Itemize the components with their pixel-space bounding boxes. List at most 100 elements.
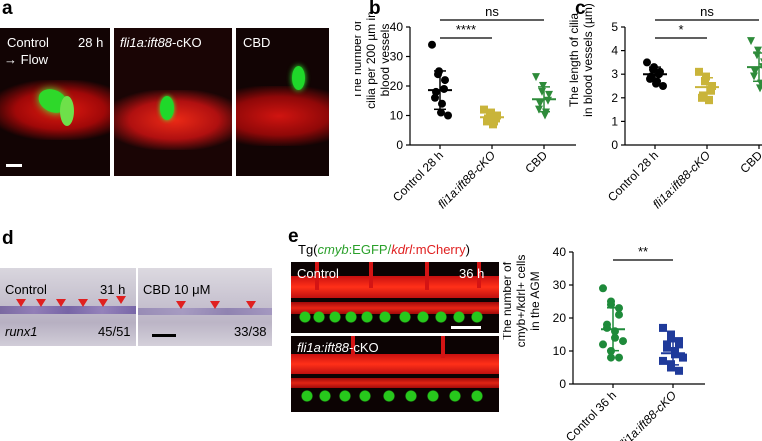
data-point	[539, 82, 547, 90]
data-point	[659, 82, 667, 90]
category-label: CBD	[737, 148, 762, 176]
data-point	[615, 353, 623, 362]
y-tick-label: 10	[390, 109, 404, 123]
data-point	[599, 284, 607, 293]
data-point	[751, 67, 759, 76]
y-tick-label: 2	[611, 91, 618, 105]
image-caption: Control	[5, 282, 47, 297]
chart-c: 0 1 2 3 4 5 The length of ciliain blood vessel…	[567, 3, 762, 211]
data-point	[698, 93, 706, 102]
panel-label-a: a	[2, 0, 13, 19]
y-axis-label-line: The length of cilia	[567, 13, 581, 107]
micrograph-cbd: CBD	[236, 28, 329, 176]
transgenic-title: Tg(cmyb:EGFP/kdrl:mCherry)	[298, 242, 470, 257]
flow-label: → Flow	[4, 52, 48, 67]
data-point	[659, 323, 667, 332]
y-axis-label: The number ofcilia per 200 µm inblood ve…	[355, 11, 392, 109]
data-point	[659, 356, 667, 365]
data-point	[603, 323, 611, 332]
gene-label: runx1	[5, 324, 38, 339]
y-tick-label: 0	[611, 138, 618, 152]
in-situ-control: Control 31 h runx1 45/51	[0, 268, 136, 346]
y-tick-label: 40	[390, 20, 404, 34]
in-situ-cbd: CBD 10 μM 33/38	[138, 268, 272, 346]
data-point	[538, 87, 546, 96]
data-point	[607, 300, 615, 309]
data-point	[607, 353, 615, 362]
flow-text: Flow	[20, 52, 49, 67]
image-caption: Control	[7, 35, 49, 50]
data-point	[535, 105, 543, 114]
data-point	[754, 46, 762, 55]
data-point	[440, 84, 448, 93]
data-point	[701, 77, 709, 86]
data-point	[667, 363, 675, 372]
y-tick-label: 20	[553, 311, 567, 325]
y-axis-label-line: in the AGM	[528, 271, 542, 330]
y-axis-label: The number ofcmyb+/kdrl+ cellsin the AGM	[503, 255, 542, 348]
data-point	[705, 96, 713, 105]
data-point	[437, 108, 445, 117]
data-point	[611, 333, 619, 342]
image-caption: fli1a:ift88-cKO	[297, 340, 379, 355]
micrograph-control-28h: Control 28 h → Flow	[0, 28, 110, 176]
data-point	[695, 67, 703, 76]
time-label: 28 h	[78, 35, 104, 50]
data-point	[431, 93, 439, 102]
count-label: 45/51	[98, 324, 131, 339]
data-point	[444, 111, 452, 120]
data-point	[675, 340, 683, 349]
micrograph-ift88-cko: fli1a:ift88-cKO	[114, 28, 232, 176]
y-tick-label: 3	[611, 67, 618, 81]
data-point	[536, 99, 544, 108]
data-point	[750, 72, 758, 81]
y-tick-label: 1	[611, 114, 618, 128]
data-point	[532, 73, 540, 82]
image-caption: CBD	[243, 35, 271, 50]
category-label: CBD	[522, 148, 550, 176]
data-point	[679, 353, 687, 362]
y-tick-label: 30	[553, 278, 567, 292]
panel-label-b: b	[369, 0, 381, 19]
data-point	[759, 63, 762, 70]
scale-bar	[451, 326, 481, 329]
y-tick-label: 5	[611, 20, 618, 34]
data-point	[489, 120, 497, 129]
data-point	[441, 76, 449, 85]
data-point	[541, 111, 549, 120]
confocal-control-36h: Control 36 h	[291, 262, 499, 333]
y-tick-label: 30	[390, 50, 404, 64]
data-point	[428, 40, 436, 49]
significance-label: **	[638, 244, 648, 259]
category-label: Control 28 h	[390, 148, 446, 204]
data-point	[438, 99, 446, 108]
data-point	[708, 82, 716, 90]
significance-label: ns	[700, 4, 714, 19]
arrowheads-icon	[16, 296, 126, 307]
y-axis-label-line: cmyb+/kdrl+ cells	[514, 255, 528, 348]
significance-label: ns	[485, 4, 499, 19]
category-label: Control 28 h	[605, 148, 661, 204]
data-point	[643, 58, 651, 67]
data-point	[544, 96, 552, 105]
significance-label: *	[678, 22, 683, 37]
scale-bar	[152, 334, 176, 337]
panel-label-e: e	[288, 226, 299, 247]
data-point	[663, 343, 671, 352]
y-axis-label-line: in blood vessels (µm)	[581, 3, 595, 117]
category-label: Control 36 h	[563, 388, 619, 441]
image-caption: Control	[297, 266, 339, 281]
y-tick-label: 40	[553, 245, 567, 259]
data-point	[667, 333, 675, 342]
data-point	[675, 366, 683, 375]
y-axis-label-line: cilia per 200 µm in	[364, 11, 378, 109]
y-tick-label: 0	[396, 138, 403, 152]
y-tick-label: 20	[390, 79, 404, 93]
arrowheads-icon	[176, 301, 256, 309]
y-axis-label-line: blood vessels	[378, 24, 392, 97]
time-label: 36 h	[459, 266, 485, 281]
data-point	[545, 90, 553, 99]
category-label: fli1a:ift88-cKO	[616, 388, 679, 441]
panel-label-d: d	[2, 228, 14, 249]
